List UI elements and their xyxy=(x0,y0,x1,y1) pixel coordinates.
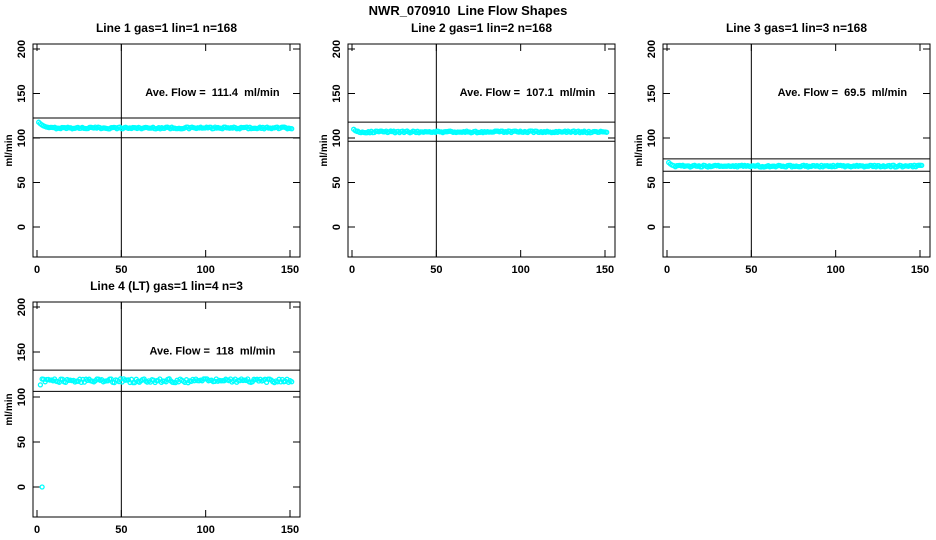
y-tick-label: 200 xyxy=(16,298,28,316)
y-tick-label: 0 xyxy=(331,224,343,230)
data-point xyxy=(919,162,925,169)
x-tick-label: 0 xyxy=(664,264,670,276)
plot-box xyxy=(662,43,931,258)
subplot-2: 0 50 100 150 0 50 100 150 200 ml/min Ave. Flow = 1… xyxy=(319,40,616,276)
data-point xyxy=(289,379,295,385)
y-tick-label: 0 xyxy=(646,224,658,230)
plot-box xyxy=(32,301,301,518)
y-axis-label: ml/min xyxy=(4,393,15,425)
x-tick-label: 50 xyxy=(115,524,127,536)
x-tick-label: 100 xyxy=(196,264,214,276)
y-tick-label: 50 xyxy=(331,176,343,188)
y-tick-label: 150 xyxy=(646,84,658,102)
y-tick-label: 0 xyxy=(16,224,28,230)
annotation-ave-flow: Ave. Flow = 107.1 ml/min xyxy=(460,87,596,99)
x-tick-label: 0 xyxy=(34,264,40,276)
annotation-ave-flow: Ave. Flow = 118 ml/min xyxy=(149,346,275,358)
y-tick-label: 100 xyxy=(646,129,658,147)
y-tick-label: 200 xyxy=(331,40,343,58)
x-tick-label: 50 xyxy=(430,264,442,276)
y-tick-label: 50 xyxy=(16,436,28,448)
data-point-lead xyxy=(37,382,44,388)
data-point-outlier xyxy=(39,484,45,490)
subplot-1: 0 50 100 150 0 50 100 150 200 ml/min Ave. Flow = 1… xyxy=(4,40,301,276)
y-tick-label: 0 xyxy=(16,484,28,490)
subplot-3: 0 50 100 150 0 50 100 150 200 ml/min Ave. Flow = 6… xyxy=(634,40,931,276)
subplot-3-title: Line 3 gas=1 lin=3 n=168 xyxy=(725,21,868,35)
page-title: NWR_070910 Line Flow Shapes xyxy=(368,3,568,18)
x-tick-label: 0 xyxy=(349,264,355,276)
x-tick-label: 100 xyxy=(196,524,214,536)
x-tick-label: 150 xyxy=(281,524,299,536)
subplot-4: 0 50 100 150 0 50 100 150 200 ml/min Ave. Flow = 1… xyxy=(4,298,301,536)
subplot-4-title: Line 4 (LT) gas=1 lin=4 n=3 xyxy=(90,279,243,293)
y-tick-label: 150 xyxy=(16,84,28,102)
annotation-ave-flow: Ave. Flow = 69.5 ml/min xyxy=(778,87,908,99)
x-tick-label: 150 xyxy=(911,264,929,276)
y-tick-label: 100 xyxy=(331,129,343,147)
annotation-ave-flow: Ave. Flow = 111.4 ml/min xyxy=(145,87,280,99)
x-tick-label: 50 xyxy=(745,264,757,276)
x-tick-label: 0 xyxy=(34,524,40,536)
y-tick-label: 100 xyxy=(16,388,28,406)
y-tick-label: 150 xyxy=(331,84,343,102)
y-tick-label: 200 xyxy=(16,40,28,58)
y-axis-label: ml/min xyxy=(4,134,15,166)
data-point xyxy=(289,126,295,132)
x-tick-label: 100 xyxy=(511,264,529,276)
x-tick-label: 150 xyxy=(281,264,299,276)
plot-box xyxy=(347,43,616,258)
plot-box xyxy=(32,43,301,258)
subplot-1-title: Line 1 gas=1 lin=1 n=168 xyxy=(95,21,238,35)
data-point xyxy=(604,129,610,135)
y-axis-label: ml/min xyxy=(319,134,330,166)
y-tick-label: 100 xyxy=(16,129,28,147)
y-tick-label: 50 xyxy=(16,176,28,188)
y-axis-label: ml/min xyxy=(634,134,645,166)
x-tick-label: 100 xyxy=(826,264,844,276)
y-tick-label: 200 xyxy=(646,40,658,58)
x-tick-label: 150 xyxy=(596,264,614,276)
y-tick-label: 50 xyxy=(646,176,658,188)
x-tick-label: 50 xyxy=(115,264,127,276)
subplot-2-title: Line 2 gas=1 lin=2 n=168 xyxy=(410,21,553,35)
y-tick-label: 150 xyxy=(16,343,28,361)
